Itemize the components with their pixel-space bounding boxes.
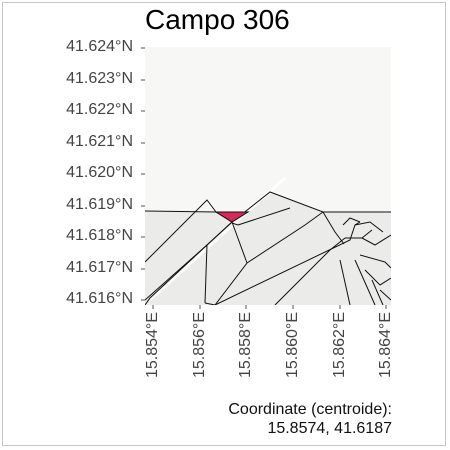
y-tick-label: 41.624°N <box>66 38 133 55</box>
parcel-edge <box>274 237 346 305</box>
y-tick-label: 41.616°N <box>66 290 133 307</box>
y-tick-label: 41.617°N <box>66 259 133 276</box>
x-tick-label: 15.864°E <box>377 312 394 379</box>
parcel-edge <box>214 221 361 305</box>
parcel-edge <box>246 211 324 264</box>
highlighted-parcel <box>214 211 250 223</box>
parcel-edge <box>361 234 391 246</box>
parcel-edge <box>145 199 217 263</box>
x-tick-label: 15.856°E <box>191 312 208 379</box>
x-axis-ticks <box>152 305 387 309</box>
parcel-outline-top <box>145 191 391 223</box>
x-tick-label: 15.862°E <box>331 312 348 379</box>
y-axis-ticks <box>141 47 145 301</box>
x-tick-label: 15.860°E <box>284 312 301 379</box>
parcel-edge <box>339 259 351 305</box>
parcel-edge <box>342 217 361 226</box>
parcel-edge <box>379 289 391 301</box>
y-tick-label: 41.623°N <box>66 70 133 87</box>
parcel-edge <box>237 207 291 226</box>
parcel-edge <box>371 279 384 305</box>
parcel-edge <box>354 259 376 305</box>
caption-coordinates: 15.8574, 41.6187 <box>267 420 392 437</box>
parcel-boundaries <box>145 191 391 305</box>
caption-heading: Coordinate (centroide): <box>228 401 392 418</box>
y-tick-label: 41.622°N <box>66 101 133 118</box>
parcel-edge <box>354 221 384 233</box>
parcel-edge <box>322 211 345 245</box>
parcel-edge <box>359 254 391 269</box>
parcel-edge <box>364 269 391 286</box>
centroid-caption: Coordinate (centroide): 15.8574, 41.6187 <box>228 400 392 438</box>
parcel-edge <box>231 222 239 226</box>
parcel-edge <box>204 244 208 304</box>
x-tick-label: 15.858°E <box>237 312 254 379</box>
x-tick-label: 15.854°E <box>144 312 161 379</box>
parcels-layer <box>145 176 391 305</box>
y-tick-label: 41.618°N <box>66 227 133 244</box>
parcel-edge <box>206 221 233 246</box>
y-tick-label: 41.620°N <box>66 164 133 181</box>
y-tick-label: 41.621°N <box>66 133 133 150</box>
parcel-edge <box>145 244 208 305</box>
y-tick-label: 41.619°N <box>66 196 133 213</box>
parcel-edge <box>204 302 216 305</box>
map-title: Campo 306 <box>145 4 290 35</box>
